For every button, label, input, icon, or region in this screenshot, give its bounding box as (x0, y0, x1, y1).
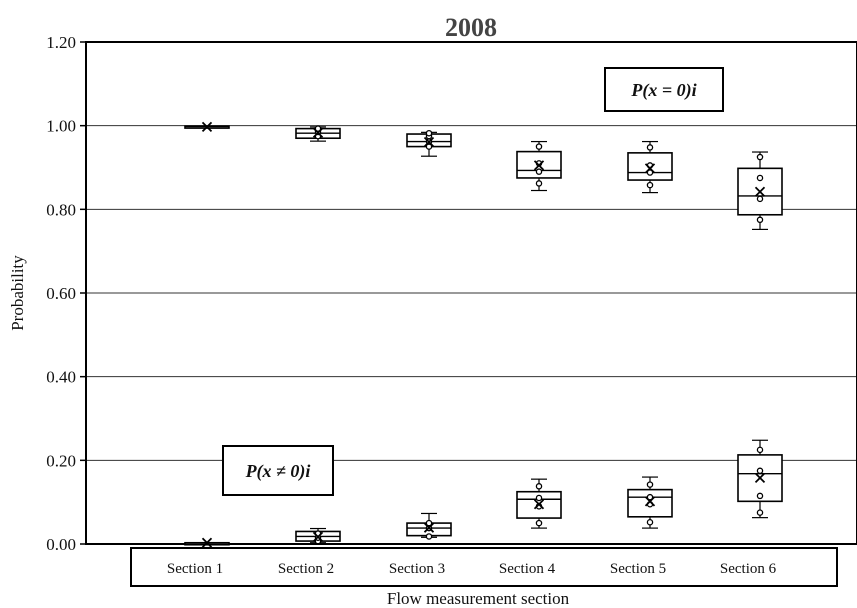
data-point (535, 483, 543, 490)
annotation-p-zero-label: P(x = 0)i (630, 80, 696, 101)
annotation-p-nonzero-label: P(x ≠ 0)i (245, 461, 311, 482)
data-point (646, 181, 654, 189)
data-point (646, 493, 654, 501)
data-point (756, 467, 764, 475)
mean-marker (644, 163, 656, 174)
data-point (646, 169, 654, 176)
box-p-zero-section-2 (295, 125, 341, 142)
x-category-label: Section 6 (720, 561, 777, 577)
box-p-nonzero-section-2 (295, 527, 341, 545)
box-p-zero-section-6 (737, 151, 783, 231)
box-p-zero-section-3 (406, 129, 452, 157)
plot-area-frame (85, 41, 857, 545)
box-p-nonzero-section-1 (184, 537, 230, 548)
box-p-zero-section-1 (184, 121, 230, 133)
y-axis-ticks: 0.00 0.20 0.40 0.60 0.80 1.00 1.20 (46, 33, 86, 554)
mean-marker (312, 531, 324, 543)
data-point (535, 519, 543, 527)
mean-marker (201, 121, 213, 133)
y-axis-label: Probability (8, 255, 27, 331)
data-point (314, 125, 322, 132)
y-tick-label: 1.00 (46, 117, 76, 136)
y-tick-label: 0.60 (46, 284, 76, 303)
x-category-frame (130, 547, 838, 587)
x-category-label: Section 2 (278, 561, 334, 577)
annotation-p-nonzero: P(x ≠ 0)i (222, 445, 334, 496)
data-point (535, 180, 543, 187)
data-point (756, 195, 764, 203)
mean-marker (754, 186, 766, 197)
data-point (646, 481, 654, 488)
data-point (646, 518, 654, 526)
data-point (425, 129, 433, 137)
x-category-label: Section 4 (499, 561, 556, 577)
y-tick-label: 0.20 (46, 451, 76, 470)
data-point (756, 153, 764, 161)
mean-marker (533, 499, 545, 510)
data-point (425, 533, 433, 540)
y-tick-label: 1.20 (46, 33, 76, 52)
data-point (756, 216, 764, 224)
box-p-nonzero-section-5 (627, 476, 673, 529)
box-p-zero-section-5 (627, 140, 673, 194)
mean-marker (754, 472, 766, 484)
y-tick-label: 0.00 (46, 535, 76, 554)
mean-marker (423, 522, 435, 533)
chart-title: 2008 (445, 13, 497, 42)
data-point (425, 519, 433, 527)
data-point (756, 446, 764, 454)
mean-marker (201, 537, 213, 548)
x-category-label: Section 1 (167, 561, 223, 577)
x-category-label: Section 3 (389, 561, 445, 577)
mean-marker (533, 160, 545, 171)
data-point (535, 168, 543, 175)
mean-marker (644, 496, 656, 507)
box-p-nonzero-section-6 (737, 439, 783, 519)
y-tick-label: 0.80 (46, 200, 76, 219)
box-p-nonzero-section-4 (516, 478, 562, 529)
data-point (756, 492, 764, 500)
data-point (756, 509, 764, 516)
annotation-p-zero: P(x = 0)i (604, 67, 724, 112)
data-point (535, 494, 543, 502)
x-category-label: Section 5 (610, 561, 666, 577)
box-series (184, 121, 783, 548)
x-axis-label: Flow measurement section (387, 589, 570, 608)
data-point (646, 144, 654, 151)
box-p-nonzero-section-3 (406, 512, 452, 540)
mean-marker (312, 127, 324, 138)
data-point (535, 143, 543, 150)
data-point (756, 174, 764, 182)
x-axis-category-labels: Section 1 Section 2 Section 3 Section 4 Sect… (167, 561, 777, 577)
box-p-zero-section-4 (516, 140, 562, 192)
y-tick-label: 0.40 (46, 368, 76, 387)
mean-marker (423, 136, 435, 148)
